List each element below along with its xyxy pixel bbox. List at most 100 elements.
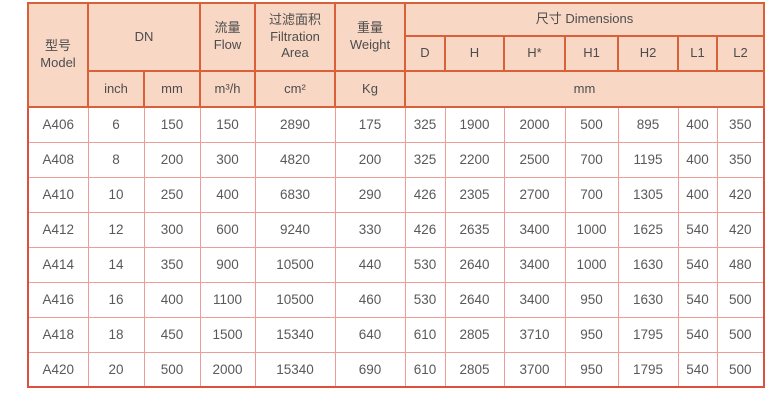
value-cell: 400 xyxy=(677,141,718,178)
model-cell: A416 xyxy=(27,281,89,318)
header-row-1: 型号 Model DN 流量 Flow 过滤面积 Filtration Area… xyxy=(27,2,765,108)
value-cell: 540 xyxy=(677,316,718,353)
header-weight: 重量 Weight xyxy=(334,2,406,72)
value-cell: 6 xyxy=(87,106,145,143)
value-cell: 1900 xyxy=(444,106,505,143)
value-cell: 400 xyxy=(143,281,201,318)
model-cell: A412 xyxy=(27,211,89,248)
value-cell: 610 xyxy=(404,351,446,388)
value-cell: 1500 xyxy=(199,316,256,353)
value-cell: 1630 xyxy=(617,246,679,283)
value-cell: 400 xyxy=(677,106,718,143)
value-cell: 895 xyxy=(617,106,679,143)
value-cell: 400 xyxy=(677,176,718,213)
value-cell: 500 xyxy=(564,106,619,143)
value-cell: 500 xyxy=(716,316,765,353)
unit-area: cm² xyxy=(254,70,336,108)
header-row-3: inch mm m³/h cm² Kg mm xyxy=(28,70,765,108)
value-cell: 2305 xyxy=(444,176,505,213)
value-cell: 426 xyxy=(404,176,446,213)
value-cell: 640 xyxy=(334,316,406,353)
value-cell: 900 xyxy=(199,246,256,283)
value-cell: 10500 xyxy=(254,281,336,318)
value-cell: 250 xyxy=(143,176,201,213)
value-cell: 480 xyxy=(716,246,765,283)
value-cell: 2805 xyxy=(444,351,505,388)
value-cell: 1000 xyxy=(564,211,619,248)
value-cell: 325 xyxy=(404,106,446,143)
unit-dimensions-mm: mm xyxy=(404,70,765,108)
value-cell: 426 xyxy=(404,211,446,248)
value-cell: 500 xyxy=(143,351,201,388)
value-cell: 540 xyxy=(677,211,718,248)
table-row: A408 8 200 300 4820 200 325 2200 2500 700 1195 400 3… xyxy=(27,141,765,178)
table-row: A406 6 150 150 2890 175 325 1900 2000 500 895 400 35… xyxy=(27,106,765,143)
value-cell: 10 xyxy=(87,176,145,213)
header-dim-h: H xyxy=(444,35,505,72)
value-cell: 20 xyxy=(87,351,145,388)
value-cell: 2635 xyxy=(444,211,505,248)
value-cell: 15340 xyxy=(254,351,336,388)
value-cell: 700 xyxy=(564,176,619,213)
value-cell: 500 xyxy=(716,351,765,388)
value-cell: 1795 xyxy=(617,316,679,353)
value-cell: 400 xyxy=(199,176,256,213)
value-cell: 700 xyxy=(564,141,619,178)
value-cell: 3700 xyxy=(503,351,566,388)
value-cell: 2805 xyxy=(444,316,505,353)
unit-inch: inch xyxy=(87,70,145,108)
value-cell: 10500 xyxy=(254,246,336,283)
value-cell: 460 xyxy=(334,281,406,318)
value-cell: 330 xyxy=(334,211,406,248)
value-cell: 8 xyxy=(87,141,145,178)
value-cell: 1100 xyxy=(199,281,256,318)
value-cell: 2700 xyxy=(503,176,566,213)
header-model: 型号 Model xyxy=(27,2,89,108)
model-cell: A420 xyxy=(27,351,89,388)
value-cell: 450 xyxy=(143,316,201,353)
model-cell: A408 xyxy=(27,141,89,178)
unit-weight: Kg xyxy=(334,70,406,108)
value-cell: 9240 xyxy=(254,211,336,248)
table-body: A406 6 150 150 2890 175 325 1900 2000 500 895 400 35… xyxy=(27,106,765,388)
value-cell: 325 xyxy=(404,141,446,178)
value-cell: 530 xyxy=(404,281,446,318)
value-cell: 2000 xyxy=(199,351,256,388)
value-cell: 2500 xyxy=(503,141,566,178)
value-cell: 500 xyxy=(716,281,765,318)
value-cell: 950 xyxy=(564,351,619,388)
value-cell: 16 xyxy=(87,281,145,318)
value-cell: 14 xyxy=(87,246,145,283)
value-cell: 18 xyxy=(87,316,145,353)
value-cell: 1630 xyxy=(617,281,679,318)
header-row-2: D H H* H1 H2 L1 L2 xyxy=(28,35,765,72)
value-cell: 2000 xyxy=(503,106,566,143)
value-cell: 200 xyxy=(143,141,201,178)
header-dim-hstar: H* xyxy=(503,35,566,72)
value-cell: 2640 xyxy=(444,281,505,318)
table-row: A420 20 500 2000 15340 690 610 2805 3700 950 1795 5… xyxy=(27,351,765,388)
value-cell: 2640 xyxy=(444,246,505,283)
value-cell: 950 xyxy=(564,316,619,353)
model-cell: A406 xyxy=(27,106,89,143)
value-cell: 2890 xyxy=(254,106,336,143)
value-cell: 610 xyxy=(404,316,446,353)
header-dim-l1: L1 xyxy=(677,35,718,72)
value-cell: 350 xyxy=(716,141,765,178)
model-cell: A418 xyxy=(27,316,89,353)
value-cell: 1795 xyxy=(617,351,679,388)
value-cell: 540 xyxy=(677,351,718,388)
value-cell: 200 xyxy=(334,141,406,178)
value-cell: 4820 xyxy=(254,141,336,178)
unit-mm: mm xyxy=(143,70,201,108)
value-cell: 420 xyxy=(716,211,765,248)
table-row: A412 12 300 600 9240 330 426 2635 3400 1000 1625 54… xyxy=(27,211,765,248)
value-cell: 2200 xyxy=(444,141,505,178)
table-header: 型号 Model DN 流量 Flow 过滤面积 Filtration Area… xyxy=(27,2,765,108)
table-row: A418 18 450 1500 15340 640 610 2805 3710 950 1795 5… xyxy=(27,316,765,353)
table-row: A410 10 250 400 6830 290 426 2305 2700 700 1305 400… xyxy=(27,176,765,213)
header-dim-h1: H1 xyxy=(564,35,619,72)
product-spec-section: 型号 Model DN 流量 Flow 过滤面积 Filtration Area… xyxy=(27,2,765,388)
value-cell: 3400 xyxy=(503,281,566,318)
header-dimensions: 尺寸 Dimensions xyxy=(404,2,765,37)
